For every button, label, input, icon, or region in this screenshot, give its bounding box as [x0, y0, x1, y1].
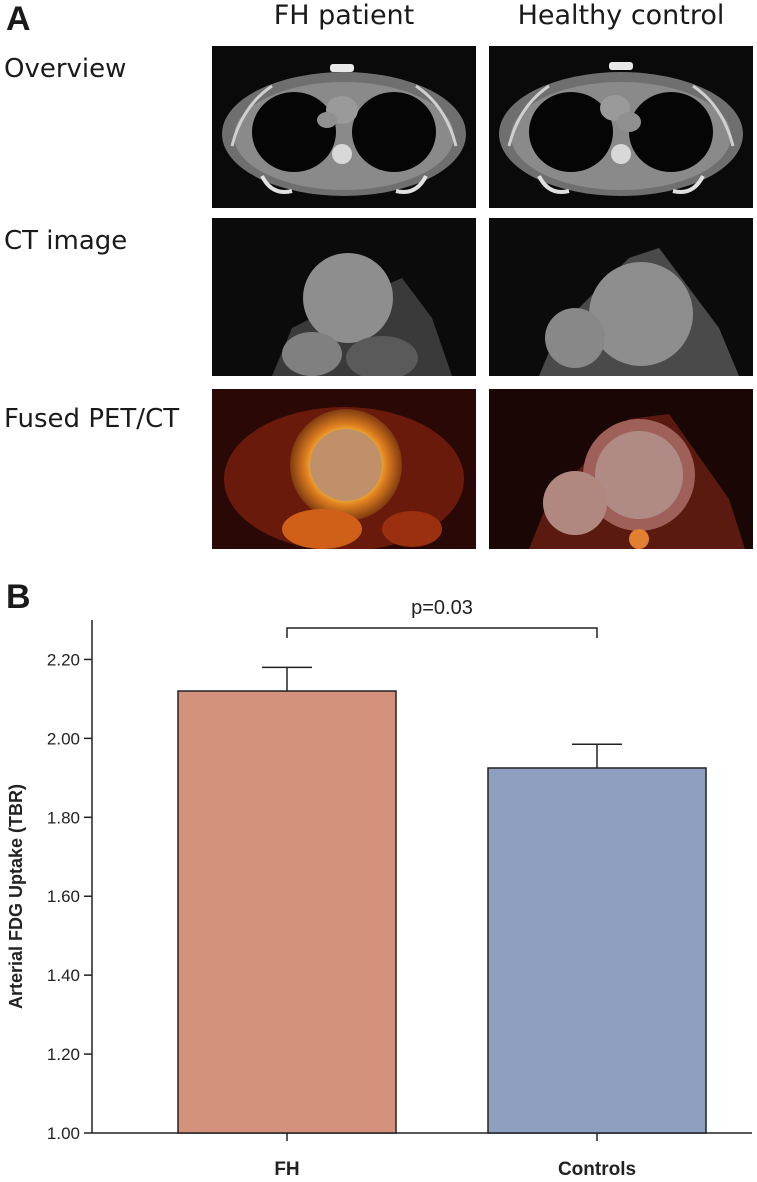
y-axis-label: Arterial FDG Uptake (TBR)	[6, 784, 26, 1009]
bar-chart: 1.00 1.20 1.40 1.60 1.80 2.00 2.20 Arterial FDG…	[6, 597, 752, 1180]
y-tick-label: 1.20	[47, 1045, 80, 1064]
fused-pet-ct-image-fh	[212, 389, 476, 549]
row-label-overview: Overview	[4, 54, 127, 84]
p-value-annotation: p=0.03	[411, 597, 473, 619]
y-tick-label: 1.40	[47, 966, 80, 985]
panel-b-letter: B	[6, 578, 31, 616]
y-tick-label: 2.20	[47, 650, 80, 669]
fused-pet-ct-image-control	[489, 389, 753, 549]
overview-image-fh	[212, 46, 476, 208]
panel-a-letter: A	[6, 0, 31, 38]
y-tick-label: 1.60	[47, 887, 80, 906]
y-tick-label: 2.00	[47, 729, 80, 748]
row-label-ct-image: CT image	[4, 226, 128, 256]
ct-image-control	[489, 218, 753, 376]
x-tick-label: FH	[274, 1159, 299, 1180]
column-header-fh-patient: FH patient	[273, 0, 415, 31]
x-tick-label: Controls	[558, 1159, 636, 1180]
y-tick-label: 1.80	[47, 808, 80, 827]
y-tick-label: 1.00	[47, 1124, 80, 1143]
significance-bracket	[286, 627, 598, 638]
ct-image-fh	[212, 218, 476, 376]
column-header-healthy-control: Healthy control	[517, 0, 725, 31]
bar-controls	[487, 767, 707, 1134]
bar-fh	[177, 690, 397, 1134]
overview-image-control	[489, 46, 753, 208]
row-label-fused-pet-ct: Fused PET/CT	[4, 404, 180, 434]
